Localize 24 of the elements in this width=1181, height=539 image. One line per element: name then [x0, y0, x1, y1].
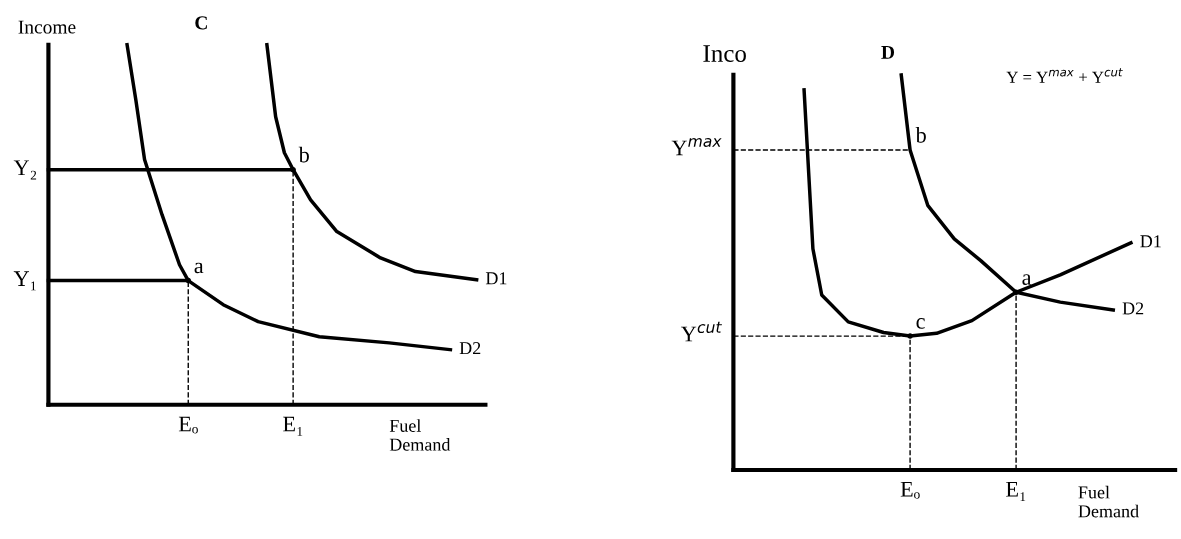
series-label: Y$^{cut}$: [680, 321, 722, 342]
chart-title: C: [195, 16, 207, 30]
series-label: D1: [485, 272, 507, 285]
annotation: c: [916, 318, 925, 329]
y-axis-title: Inco: [703, 45, 746, 62]
annotation: Y = Y$^{max}$ + Y$^{cut}$: [1006, 68, 1123, 83]
x-tick-label: Eₒ: [178, 416, 198, 434]
annotation: a: [1022, 274, 1032, 285]
series-label: Y₁: [13, 271, 36, 291]
series-label: D1: [1140, 235, 1161, 248]
x-tick-label: E₁: [1006, 481, 1026, 501]
series-label: Y$^{max}$: [671, 138, 722, 156]
x-tick-label: Eₒ: [900, 481, 920, 499]
annotation: b: [915, 127, 926, 143]
x-tick-label: E₁: [283, 416, 303, 436]
x-axis-title: Fuel Demand: [1078, 485, 1139, 518]
annotation: b: [298, 146, 309, 163]
annotation: a: [194, 262, 204, 274]
chart-title: D: [881, 45, 895, 59]
x-axis-title: Fuel Demand: [389, 419, 451, 451]
y-axis-title: Income: [18, 20, 76, 34]
series-label: D2: [459, 342, 481, 355]
series-label: Y₂: [13, 160, 37, 180]
series-label: D2: [1122, 302, 1144, 315]
